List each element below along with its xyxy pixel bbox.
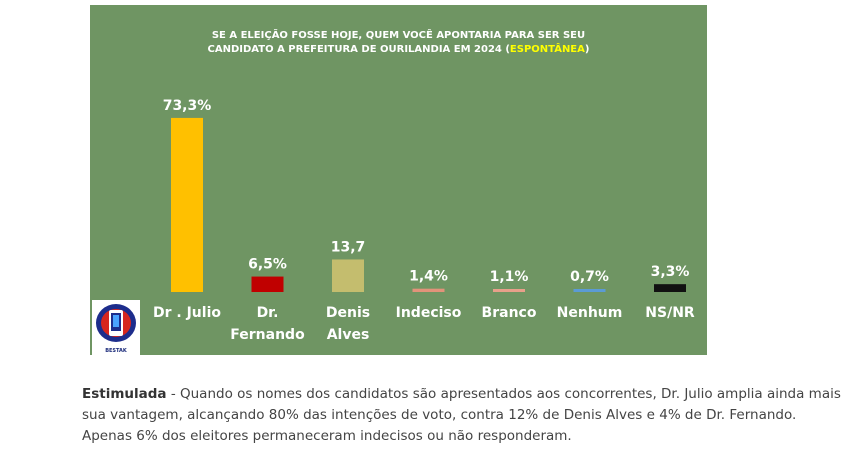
category-label: Fernando	[230, 327, 305, 343]
bar	[412, 288, 445, 292]
bar	[171, 117, 203, 292]
bestak-logo-text: BESTAK	[105, 348, 127, 354]
category-label: Denis	[326, 305, 370, 321]
bestak-logo: BESTAK	[92, 300, 140, 355]
bar-chart: 73,3% Dr . Julio 6,5% Dr. Fernando 13,7 Denis A…	[153, 98, 695, 343]
bar	[493, 289, 525, 292]
chart-title-line2: CANDIDATO A PREFEITURA DE OURILANDIA EM …	[90, 43, 707, 57]
data-label: 1,1%	[490, 269, 529, 285]
chart-title: SE A ELEIÇÃO FOSSE HOJE, QUEM VOCÊ APONT…	[90, 29, 707, 57]
bestak-logo-icon	[96, 304, 136, 342]
category-label: Branco	[482, 305, 537, 321]
data-label: 73,3%	[163, 98, 212, 114]
data-label: 1,4%	[409, 269, 448, 285]
category-label: Nenhum	[557, 305, 623, 321]
bar	[332, 259, 364, 292]
chart-title-highlight: ESPONTÂNEA	[509, 44, 585, 55]
bar	[251, 276, 284, 292]
chart-title-line1: SE A ELEIÇÃO FOSSE HOJE, QUEM VOCÊ APONT…	[211, 30, 586, 41]
chart-title-end: )	[584, 44, 590, 55]
data-label: 13,7	[331, 239, 366, 255]
caption-paragraph: Estimulada - Quando os nomes dos candida…	[82, 384, 842, 447]
category-label: Dr.	[257, 305, 279, 321]
chart-title-main: CANDIDATO A PREFEITURA DE OURILANDIA EM …	[207, 44, 510, 55]
bar	[654, 284, 686, 292]
caption-bold-label: Estimulada	[82, 386, 167, 402]
category-label: Alves	[327, 327, 370, 343]
category-label: Indeciso	[396, 305, 462, 321]
caption-text: - Quando os nomes dos candidatos são apr…	[82, 386, 841, 444]
bar	[573, 289, 606, 292]
data-label: 0,7%	[570, 269, 609, 285]
data-label: 6,5%	[248, 257, 287, 273]
chart-panel: SE A ELEIÇÃO FOSSE HOJE, QUEM VOCÊ APONT…	[90, 5, 707, 355]
data-label: 3,3%	[651, 264, 690, 280]
category-label: Dr . Julio	[153, 305, 221, 321]
category-label: NS/NR	[645, 305, 695, 321]
